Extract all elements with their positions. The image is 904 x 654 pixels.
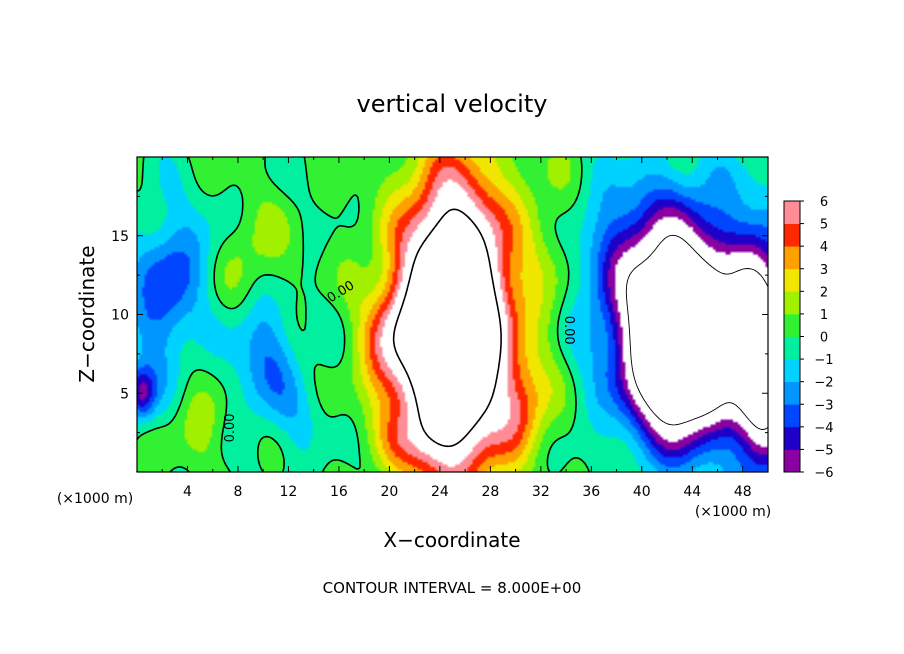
colorbar-tick-label: 1 — [820, 308, 828, 323]
colorbar-swatch — [784, 223, 800, 247]
plot-area: 0.000.000.00 4 8 12 16 20 24 28 32 36 40 44 48 5101… — [111, 156, 769, 500]
contour-lines — [136, 156, 769, 473]
colorbar-swatch — [784, 268, 800, 292]
x-tick-label: 20 — [380, 484, 398, 500]
colorbar-swatch — [784, 336, 800, 360]
colorbar-tick-label: 4 — [820, 240, 828, 255]
colorbar-tick-label: −1 — [814, 353, 833, 368]
colorbar-tick-label: 3 — [820, 263, 828, 278]
colorbar: 6 5 4 3 2 1 0 −1 −2 −3 −4 −5 −6 — [783, 195, 834, 481]
x-unit-label-left: (×1000 m) — [57, 491, 133, 507]
chart-title: vertical velocity — [357, 90, 548, 118]
y-axis-ticks: 5 10 15 — [111, 195, 768, 434]
x-tick-label: 4 — [183, 484, 192, 500]
y-tick-label: 10 — [111, 308, 129, 324]
colorbar-tick-label: 6 — [820, 195, 828, 210]
x-tick-label: 48 — [734, 484, 752, 500]
colorbar-swatch — [784, 291, 800, 315]
colorbar-tick-label: −5 — [814, 443, 833, 458]
contour-line-0 — [136, 156, 591, 473]
x-axis-title: X−coordinate — [383, 528, 520, 552]
colorbar-swatch — [784, 313, 800, 337]
y-tick-label: 5 — [120, 386, 129, 402]
colorbar-tick-label: −2 — [814, 376, 833, 391]
x-tick-label: 8 — [233, 484, 242, 500]
x-tick-label: 28 — [481, 484, 499, 500]
colorbar-tick-label: 5 — [820, 218, 828, 233]
x-tick-label: 12 — [280, 484, 298, 500]
y-axis-title: Z−coordinate — [75, 245, 99, 382]
colorbar-tick-label: −3 — [814, 398, 833, 413]
colorbar-swatch — [784, 246, 800, 270]
colorbar-swatch — [784, 449, 800, 473]
x-tick-label: 36 — [582, 484, 600, 500]
x-tick-label: 24 — [431, 484, 449, 500]
contour-interval-note: CONTOUR INTERVAL = 8.000E+00 — [323, 579, 582, 597]
y-tick-label: 15 — [111, 229, 129, 245]
x-tick-label: 16 — [330, 484, 348, 500]
colorbar-tick-label: −4 — [814, 421, 833, 436]
colorbar-tick-label: 0 — [820, 331, 828, 346]
colorbar-swatch — [784, 381, 800, 405]
contour-label: 0.00 — [561, 316, 576, 345]
colorbar-swatch — [784, 201, 800, 224]
x-axis-ticks: 4 8 12 16 20 24 28 32 36 40 44 48 — [161, 157, 752, 500]
x-tick-label: 44 — [683, 484, 701, 500]
colorbar-swatch — [784, 359, 800, 383]
contour-line-neg8 — [625, 234, 769, 430]
contour-label: 0.00 — [223, 413, 238, 442]
contour-line-8 — [392, 208, 502, 448]
x-tick-label: 32 — [532, 484, 550, 500]
colorbar-swatch — [784, 404, 800, 428]
colorbar-tick-label: 2 — [820, 285, 828, 300]
x-unit-label-right: (×1000 m) — [695, 504, 771, 520]
x-tick-label: 40 — [633, 484, 651, 500]
colorbar-swatch — [784, 426, 800, 450]
colorbar-tick-label: −6 — [814, 466, 833, 481]
